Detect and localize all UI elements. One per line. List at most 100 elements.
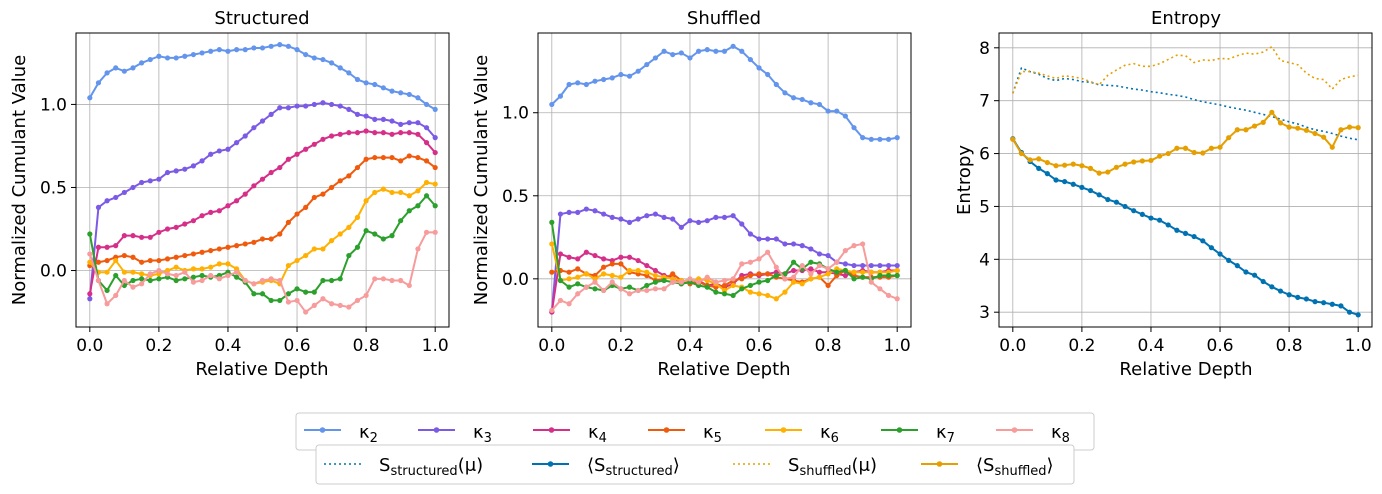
data-point: [415, 154, 421, 161]
data-point: [113, 243, 119, 249]
x-tick-label: 0.6: [746, 336, 773, 356]
data-point: [1062, 178, 1068, 185]
data-point: [320, 56, 326, 63]
data-point: [372, 276, 378, 282]
data-point: [113, 272, 119, 279]
data-point: [1148, 157, 1154, 164]
data-point: [389, 154, 395, 161]
data-point: [894, 267, 900, 274]
data-point: [808, 246, 814, 252]
data-point: [1174, 145, 1180, 151]
data-point: [208, 151, 214, 157]
data-point: [721, 277, 728, 284]
data-point: [328, 60, 335, 66]
data-point: [225, 261, 231, 267]
data-point: [583, 284, 589, 290]
data-point: [894, 272, 900, 279]
data-point: [380, 236, 386, 242]
data-point: [389, 88, 395, 94]
data-point: [156, 53, 162, 59]
data-point: [354, 244, 361, 250]
data-point: [303, 146, 309, 152]
data-point: [104, 244, 110, 250]
data-point: [216, 148, 222, 154]
data-point: [328, 238, 335, 244]
data-point: [1165, 150, 1171, 157]
data-point: [190, 218, 197, 224]
data-point: [661, 48, 667, 54]
data-point: [652, 267, 659, 274]
data-point: [406, 120, 412, 126]
data-point: [773, 272, 779, 279]
data-point: [199, 50, 205, 56]
x-tick-label: 0.2: [607, 336, 634, 356]
data-point: [303, 289, 309, 295]
data-point: [242, 47, 248, 53]
data-point: [216, 208, 222, 214]
panel-shuffled: Shuffled 0.0 0.2 0.4 0.6 0.8 1.0 0.0 0.5 1.0 Rel…: [471, 8, 912, 380]
data-point: [773, 264, 779, 270]
data-point: [1217, 251, 1223, 257]
data-point: [87, 95, 93, 101]
data-point: [851, 262, 857, 269]
data-point: [601, 271, 607, 277]
data-point: [842, 272, 848, 279]
data-point: [303, 204, 309, 211]
data-point: [652, 55, 659, 61]
data-point: [626, 219, 633, 225]
data-point: [406, 208, 412, 214]
data-point: [575, 274, 581, 280]
data-point: [1148, 215, 1154, 221]
y-axis-label-shuffled: Normalized Cumulant Value: [471, 55, 492, 305]
data-point: [121, 233, 127, 239]
data-point: [696, 279, 702, 285]
y-tick-label: 3: [979, 303, 990, 323]
data-point: [199, 272, 205, 279]
data-point: [1303, 127, 1309, 133]
data-point: [765, 71, 771, 78]
data-point: [337, 103, 343, 109]
data-point: [609, 261, 615, 267]
data-point: [834, 269, 840, 275]
legend-swatch-marker: [896, 427, 903, 433]
data-point: [592, 78, 598, 84]
data-point: [1182, 230, 1189, 237]
data-point: [1338, 303, 1344, 309]
data-point: [618, 71, 624, 78]
data-point: [398, 158, 404, 164]
legend-label: ⟨Sstructured⟩: [587, 455, 680, 479]
data-point: [704, 47, 710, 53]
x-tick-label: 0.8: [353, 336, 380, 356]
data-point: [139, 276, 145, 282]
data-point: [95, 244, 102, 250]
data-point: [721, 48, 728, 54]
data-point: [790, 279, 797, 285]
legend-swatch-marker: [663, 427, 670, 433]
data-point: [1044, 159, 1050, 166]
data-point: [1018, 150, 1025, 157]
data-point: [1312, 299, 1318, 305]
data-point: [842, 261, 848, 267]
data-point: [164, 226, 171, 232]
data-point: [139, 179, 145, 186]
data-point: [816, 262, 823, 269]
data-point: [216, 47, 222, 53]
legend-label: Sshuffled(μ): [788, 455, 877, 479]
data-point: [1200, 150, 1206, 156]
data-point: [1165, 222, 1171, 228]
data-point: [549, 307, 555, 313]
data-point: [704, 274, 710, 280]
panel-title-entropy: Entropy: [1151, 8, 1221, 29]
data-point: [372, 81, 378, 88]
data-point: [380, 186, 386, 192]
data-point: [860, 262, 866, 269]
axes-frame: [537, 32, 912, 328]
data-point: [285, 262, 291, 269]
data-point: [816, 274, 823, 280]
data-point: [730, 276, 736, 282]
y-tick-label: 1.0: [502, 104, 529, 124]
data-point: [95, 277, 102, 284]
data-point: [311, 289, 317, 295]
panel-title-shuffled: Shuffled: [687, 8, 761, 29]
data-point: [432, 164, 438, 171]
